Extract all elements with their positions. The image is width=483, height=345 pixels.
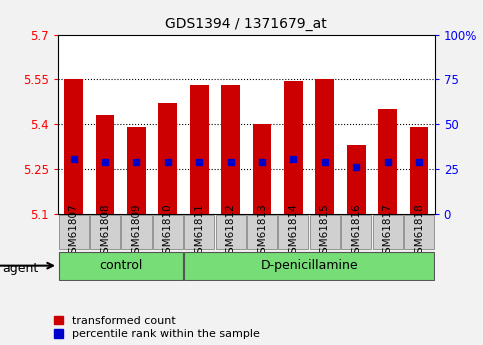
- Text: GSM61813: GSM61813: [257, 204, 267, 260]
- Text: GSM61816: GSM61816: [351, 204, 361, 260]
- Bar: [96, 115, 114, 214]
- Text: GSM61817: GSM61817: [383, 204, 393, 260]
- Bar: [347, 145, 366, 214]
- FancyBboxPatch shape: [184, 252, 434, 279]
- Text: agent: agent: [2, 262, 39, 275]
- Bar: [221, 85, 240, 214]
- Bar: [284, 81, 303, 214]
- Bar: [253, 124, 271, 214]
- Text: GSM61810: GSM61810: [163, 204, 173, 260]
- Text: GSM61809: GSM61809: [131, 204, 142, 260]
- Text: GSM61811: GSM61811: [194, 204, 204, 260]
- Bar: [64, 79, 83, 214]
- FancyBboxPatch shape: [121, 215, 152, 249]
- Text: GSM61815: GSM61815: [320, 204, 330, 260]
- Bar: [158, 103, 177, 214]
- FancyBboxPatch shape: [215, 215, 246, 249]
- FancyBboxPatch shape: [58, 215, 89, 249]
- FancyBboxPatch shape: [404, 215, 434, 249]
- FancyBboxPatch shape: [184, 215, 214, 249]
- FancyBboxPatch shape: [310, 215, 340, 249]
- Title: GDS1394 / 1371679_at: GDS1394 / 1371679_at: [166, 17, 327, 31]
- Bar: [410, 127, 428, 214]
- FancyBboxPatch shape: [247, 215, 277, 249]
- FancyBboxPatch shape: [58, 252, 183, 279]
- Bar: [378, 109, 397, 214]
- Bar: [315, 79, 334, 214]
- Text: GSM61814: GSM61814: [288, 204, 298, 260]
- FancyBboxPatch shape: [90, 215, 120, 249]
- Text: control: control: [99, 259, 142, 272]
- FancyBboxPatch shape: [341, 215, 371, 249]
- Text: D-penicillamine: D-penicillamine: [260, 259, 358, 272]
- Bar: [190, 85, 209, 214]
- Text: GSM61807: GSM61807: [69, 204, 79, 260]
- FancyBboxPatch shape: [372, 215, 403, 249]
- Text: GSM61818: GSM61818: [414, 204, 424, 260]
- Legend: transformed count, percentile rank within the sample: transformed count, percentile rank withi…: [54, 316, 259, 339]
- Bar: [127, 127, 146, 214]
- FancyBboxPatch shape: [153, 215, 183, 249]
- Text: GSM61812: GSM61812: [226, 204, 236, 260]
- FancyBboxPatch shape: [278, 215, 309, 249]
- Text: GSM61808: GSM61808: [100, 204, 110, 260]
